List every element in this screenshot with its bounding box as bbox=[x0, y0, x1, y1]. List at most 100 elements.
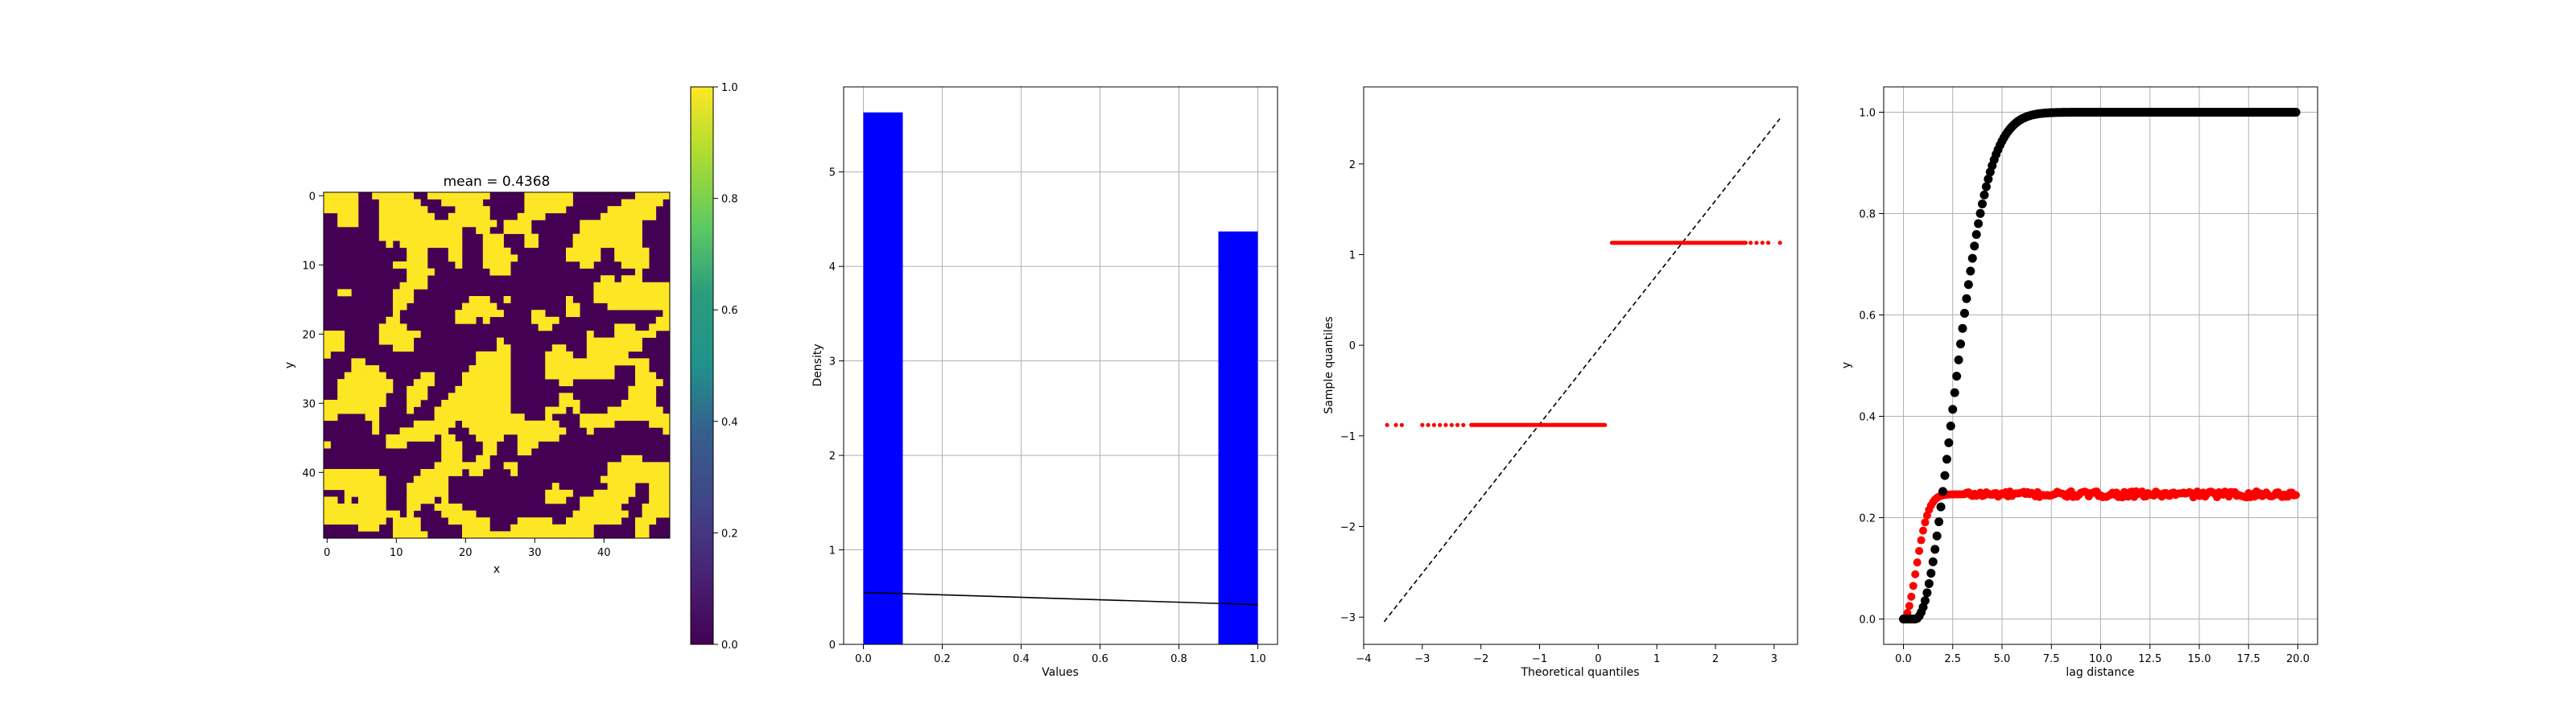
heatmap-cell bbox=[531, 316, 539, 324]
heatmap-cell bbox=[635, 475, 642, 483]
heatmap-cell bbox=[663, 413, 671, 422]
heatmap-cell bbox=[649, 323, 657, 331]
heatmap-cell bbox=[655, 475, 663, 483]
heatmap-cell bbox=[351, 510, 359, 518]
heatmap-cell bbox=[482, 462, 490, 470]
heatmap-cell bbox=[393, 227, 400, 234]
heatmap-cell bbox=[482, 227, 490, 234]
heatmap-y-tick-label: 20 bbox=[302, 329, 316, 341]
heatmap-cell bbox=[621, 455, 629, 463]
heatmap-cell bbox=[378, 331, 386, 338]
heatmap-cell bbox=[351, 379, 359, 387]
heatmap-x-tick-label: 30 bbox=[528, 547, 542, 559]
qq-y-tick-label: −1 bbox=[1340, 431, 1356, 443]
heatmap-cell bbox=[358, 385, 365, 393]
heatmap-cell bbox=[434, 483, 442, 491]
heatmap-cell bbox=[614, 241, 622, 249]
heatmap-cell bbox=[614, 289, 622, 297]
heatmap-cell bbox=[462, 385, 469, 393]
heatmap-cell bbox=[551, 372, 559, 380]
heatmap-cell bbox=[545, 323, 553, 331]
heatmap-cell bbox=[476, 420, 484, 428]
heatmap-cell bbox=[434, 475, 442, 483]
heatmap-cell bbox=[372, 379, 380, 387]
heatmap-cell bbox=[635, 462, 642, 470]
heatmap-cell bbox=[538, 316, 546, 324]
heatmap-cell bbox=[324, 351, 331, 359]
heatmap-cell bbox=[551, 420, 559, 428]
heatmap-cell bbox=[344, 496, 352, 504]
heatmap-cell bbox=[601, 351, 608, 359]
heatmap-cell bbox=[663, 469, 671, 476]
heatmap-panel: mean = 0.4368 0 10 20 30 40 0 10 20 30 40 x y bbox=[283, 174, 671, 576]
heatmap-cell bbox=[545, 413, 553, 422]
heatmap-cell bbox=[663, 420, 671, 428]
heatmap-cell bbox=[489, 400, 497, 407]
heatmap-cell bbox=[372, 192, 380, 200]
heatmap-cell bbox=[635, 385, 642, 393]
heatmap-cell bbox=[489, 302, 497, 311]
heatmap-cell bbox=[393, 302, 400, 311]
heatmap-cell bbox=[413, 517, 421, 525]
heatmap-cell bbox=[448, 199, 456, 207]
heatmap-cell bbox=[601, 289, 608, 297]
heatmap-cell bbox=[351, 504, 359, 511]
heatmap-cell bbox=[337, 483, 345, 491]
heatmap-cell bbox=[413, 247, 421, 255]
heatmap-cell bbox=[393, 323, 400, 331]
heatmap-cell bbox=[586, 337, 594, 345]
heatmap-cell bbox=[531, 524, 539, 532]
heatmap-cell bbox=[365, 489, 373, 497]
heatmap-cell bbox=[476, 192, 484, 200]
heatmap-cell bbox=[655, 462, 663, 470]
heatmap-cell bbox=[601, 517, 608, 525]
heatmap-cell bbox=[372, 385, 380, 393]
heatmap-cell bbox=[642, 199, 650, 207]
heatmap-cell bbox=[448, 247, 456, 255]
heatmap-cell bbox=[635, 337, 642, 345]
variogram-y-tick-label: 0.4 bbox=[1859, 412, 1876, 424]
heatmap-cell bbox=[434, 413, 442, 422]
heatmap-cell bbox=[601, 344, 608, 352]
heatmap-cell bbox=[531, 517, 539, 525]
heatmap-cell bbox=[420, 233, 428, 241]
heatmap-cell bbox=[593, 413, 601, 422]
heatmap-cell bbox=[455, 413, 463, 422]
heatmap-cell bbox=[593, 517, 601, 525]
heatmap-cell bbox=[337, 331, 345, 338]
variogram-x-tick-label: 20.0 bbox=[2286, 653, 2310, 665]
heatmap-cell bbox=[455, 220, 463, 228]
heatmap-cell bbox=[593, 358, 601, 366]
heatmap-cell bbox=[593, 296, 601, 303]
heatmap-cell bbox=[413, 385, 421, 393]
heatmap-cell bbox=[559, 524, 567, 532]
heatmap-cell bbox=[503, 365, 511, 372]
heatmap-cell bbox=[399, 524, 407, 532]
heatmap-cell bbox=[607, 372, 615, 380]
heatmap-cell bbox=[469, 372, 477, 380]
heatmap-cell bbox=[372, 420, 380, 428]
heatmap-cell bbox=[324, 344, 331, 352]
heatmap-cell bbox=[655, 504, 663, 511]
heatmap-cell bbox=[489, 365, 497, 372]
heatmap-cell bbox=[399, 233, 407, 241]
heatmap-cell bbox=[566, 254, 573, 262]
heatmap-cell bbox=[427, 192, 435, 200]
heatmap-cell bbox=[330, 475, 338, 483]
heatmap-cell bbox=[337, 400, 345, 407]
heatmap-cell bbox=[559, 344, 567, 352]
variogram-black-point bbox=[1970, 241, 1979, 251]
qq-frame bbox=[1363, 86, 1798, 645]
heatmap-cell bbox=[572, 233, 580, 241]
heatmap-cell bbox=[393, 310, 400, 318]
heatmap-cell bbox=[455, 247, 463, 255]
heatmap-cell bbox=[337, 220, 345, 228]
heatmap-cell bbox=[489, 420, 497, 428]
heatmap-cell bbox=[663, 323, 671, 331]
heatmap-cell bbox=[601, 489, 608, 497]
heatmap-cell bbox=[378, 489, 386, 497]
heatmap-cell bbox=[566, 524, 573, 532]
heatmap-cell bbox=[489, 233, 497, 241]
heatmap-cell bbox=[649, 413, 657, 422]
heatmap-cell bbox=[642, 469, 650, 476]
